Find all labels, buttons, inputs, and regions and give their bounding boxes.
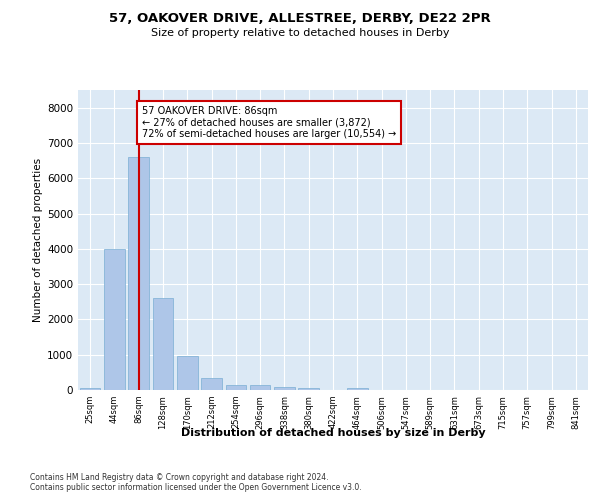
Text: 57, OAKOVER DRIVE, ALLESTREE, DERBY, DE22 2PR: 57, OAKOVER DRIVE, ALLESTREE, DERBY, DE2… bbox=[109, 12, 491, 26]
Bar bbox=[177, 356, 197, 390]
Bar bbox=[201, 378, 222, 390]
Y-axis label: Number of detached properties: Number of detached properties bbox=[33, 158, 43, 322]
Bar bbox=[226, 386, 246, 390]
Text: Contains public sector information licensed under the Open Government Licence v3: Contains public sector information licen… bbox=[30, 484, 362, 492]
Text: Size of property relative to detached houses in Derby: Size of property relative to detached ho… bbox=[151, 28, 449, 38]
Bar bbox=[347, 388, 368, 390]
Text: 57 OAKOVER DRIVE: 86sqm
← 27% of detached houses are smaller (3,872)
72% of semi: 57 OAKOVER DRIVE: 86sqm ← 27% of detache… bbox=[142, 106, 397, 139]
Bar bbox=[80, 388, 100, 390]
Bar bbox=[128, 157, 149, 390]
Bar bbox=[250, 386, 271, 390]
Bar bbox=[274, 387, 295, 390]
Text: Contains HM Land Registry data © Crown copyright and database right 2024.: Contains HM Land Registry data © Crown c… bbox=[30, 472, 329, 482]
Bar bbox=[104, 249, 125, 390]
Bar bbox=[298, 388, 319, 390]
Bar bbox=[152, 298, 173, 390]
Text: Distribution of detached houses by size in Derby: Distribution of detached houses by size … bbox=[181, 428, 485, 438]
